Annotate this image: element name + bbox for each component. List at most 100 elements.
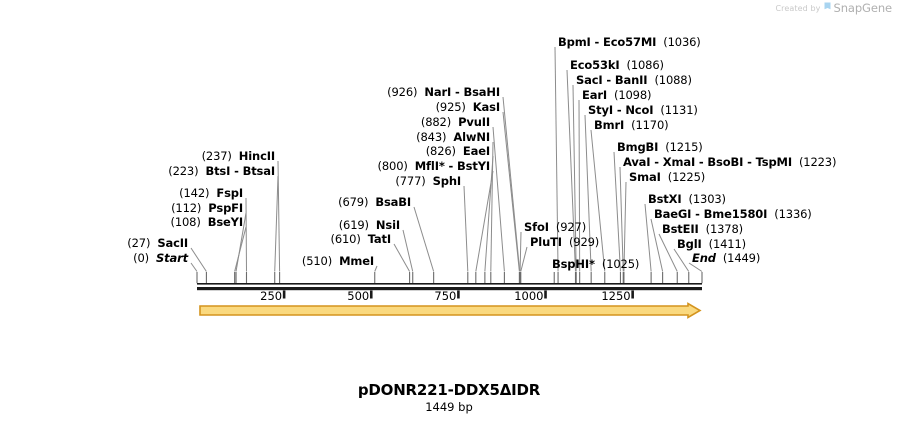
enzyme-site-label[interactable]: (843) AlwNI bbox=[0, 131, 490, 143]
enzyme-name: XmaI bbox=[662, 155, 696, 169]
enzyme-name: BstXI bbox=[648, 192, 682, 206]
enzyme-name-separator: - bbox=[691, 207, 704, 221]
enzyme-name: BmgBI bbox=[617, 140, 659, 154]
enzyme-position: (1215) bbox=[665, 140, 703, 154]
enzyme-name: Start bbox=[156, 251, 188, 265]
enzyme-name: EarI bbox=[582, 88, 607, 102]
enzyme-site-label[interactable]: EarI (1098) bbox=[582, 89, 651, 101]
enzyme-site-label[interactable]: (679) BsaBI bbox=[0, 196, 411, 208]
enzyme-name: NcoI bbox=[625, 103, 654, 117]
enzyme-name: TspMI bbox=[755, 155, 793, 169]
enzyme-name: BtsaI bbox=[242, 164, 276, 178]
enzyme-name: BsoBI bbox=[707, 155, 744, 169]
enzyme-site-label[interactable]: (925) KasI bbox=[0, 100, 501, 114]
enzyme-name: SacI bbox=[576, 73, 603, 87]
enzyme-position: (1131) bbox=[660, 103, 698, 117]
enzyme-site-label[interactable]: BstXI (1303) bbox=[648, 193, 726, 205]
enzyme-position: (510) bbox=[301, 254, 333, 268]
enzyme-site-label[interactable]: StyI - NcoI (1131) bbox=[588, 104, 698, 116]
enzyme-site-label[interactable]: (610) TatI bbox=[0, 233, 391, 245]
enzyme-name-separator: - bbox=[444, 159, 458, 173]
enzyme-site-label[interactable]: SacI - BanII (1088) bbox=[576, 74, 692, 86]
ruler-tick-label: 250 bbox=[260, 289, 283, 303]
enzyme-site-label[interactable]: SmaI (1225) bbox=[629, 171, 705, 183]
page-title: pDONR221-DDX5ΔIDR bbox=[357, 381, 541, 399]
enzyme-name: KasI bbox=[472, 100, 500, 114]
enzyme-name: BstYI bbox=[457, 159, 490, 173]
enzyme-site-label[interactable]: BpmI - Eco57MI (1036) bbox=[558, 36, 701, 48]
enzyme-site-label[interactable]: AvaI - XmaI - BsoBI - TspMI (1223) bbox=[623, 156, 836, 168]
enzyme-site-label[interactable]: (223) BtsI - BtsaI bbox=[0, 165, 275, 177]
enzyme-position: (679) bbox=[338, 195, 369, 209]
enzyme-site-label[interactable]: SfoI (927) bbox=[524, 221, 586, 233]
enzyme-position: (237) bbox=[201, 149, 232, 163]
enzyme-name: BpmI bbox=[558, 35, 591, 49]
enzyme-site-label[interactable]: End (1449) bbox=[692, 252, 760, 264]
enzyme-site-label[interactable]: (108) BseYI bbox=[0, 215, 244, 229]
enzyme-name: BaeGI bbox=[654, 207, 692, 221]
enzyme-name: BtsI bbox=[205, 164, 231, 178]
enzyme-position: (926) bbox=[387, 85, 418, 99]
ruler-tick-label: 1000 bbox=[514, 289, 544, 303]
enzyme-position: (1223) bbox=[798, 155, 837, 169]
enzyme-position: (1411) bbox=[708, 237, 746, 251]
enzyme-position: (1378) bbox=[705, 222, 743, 236]
enzyme-site-label[interactable]: (826) EaeI bbox=[0, 145, 490, 157]
enzyme-position: (223) bbox=[168, 164, 199, 178]
enzyme-position: (1225) bbox=[667, 170, 706, 184]
enzyme-name: MmeI bbox=[339, 254, 374, 268]
enzyme-site-label[interactable]: BaeGI - Bme1580I (1336) bbox=[654, 208, 812, 220]
enzyme-site-label[interactable]: (619) NsiI bbox=[0, 219, 400, 231]
enzyme-position: (925) bbox=[435, 100, 466, 114]
enzyme-name: SfoI bbox=[524, 220, 549, 234]
enzyme-site-label[interactable]: (800) MflI* - BstYI bbox=[0, 159, 491, 173]
enzyme-position: (826) bbox=[425, 144, 456, 158]
enzyme-position: (27) bbox=[127, 236, 151, 250]
enzyme-name: SphI bbox=[432, 174, 462, 188]
enzyme-position: (927) bbox=[555, 220, 587, 234]
enzyme-name-separator: - bbox=[695, 155, 708, 169]
enzyme-site-label[interactable]: PluTI (929) bbox=[530, 236, 599, 248]
enzyme-name: SmaI bbox=[629, 170, 661, 184]
enzyme-position: (619) bbox=[338, 218, 369, 232]
enzyme-site-label[interactable]: Eco53kI (1086) bbox=[570, 59, 664, 71]
enzyme-position: (0) bbox=[133, 251, 150, 265]
enzyme-name: HincII bbox=[238, 149, 275, 163]
enzyme-position: (108) bbox=[170, 215, 201, 229]
enzyme-position: (1449) bbox=[722, 251, 761, 265]
enzyme-position: (610) bbox=[330, 232, 361, 246]
enzyme-name: EaeI bbox=[462, 144, 490, 158]
enzyme-position: (800) bbox=[377, 159, 408, 173]
enzyme-site-label[interactable]: BmrI (1170) bbox=[594, 119, 669, 131]
enzyme-position: (112) bbox=[171, 201, 202, 215]
enzyme-site-label[interactable]: (27) SacII bbox=[0, 237, 188, 249]
enzyme-site-label[interactable]: (0) Start bbox=[0, 252, 188, 264]
enzyme-position: (1098) bbox=[613, 88, 652, 102]
enzyme-name: StyI bbox=[588, 103, 613, 117]
enzyme-site-label[interactable]: (112) PspFI bbox=[0, 202, 243, 214]
enzyme-name: PspFI bbox=[208, 201, 243, 215]
enzyme-site-label[interactable]: (777) SphI bbox=[0, 175, 461, 187]
enzyme-name: BstEII bbox=[662, 222, 699, 236]
enzyme-name-separator: - bbox=[602, 73, 615, 87]
enzyme-name-separator: - bbox=[590, 35, 604, 49]
enzyme-name-separator: - bbox=[230, 164, 243, 178]
enzyme-site-label[interactable]: BstEII (1378) bbox=[662, 223, 743, 235]
enzyme-name: TatI bbox=[367, 232, 391, 246]
enzyme-position: (1036) bbox=[663, 35, 701, 49]
enzyme-site-label[interactable]: (882) PvuII bbox=[0, 116, 490, 128]
enzyme-name: BsaHI bbox=[463, 85, 500, 99]
enzyme-site-label[interactable]: (510) MmeI bbox=[0, 255, 374, 267]
enzyme-site-label[interactable]: BspHI* (1025) bbox=[552, 258, 639, 270]
enzyme-name: AvaI bbox=[623, 155, 651, 169]
enzyme-site-label[interactable]: (926) NarI - BsaHI bbox=[0, 86, 500, 98]
enzyme-site-label[interactable]: (237) HincII bbox=[0, 149, 276, 163]
ruler-tick-label: 500 bbox=[347, 289, 370, 303]
enzyme-name: FspI bbox=[216, 186, 243, 200]
enzyme-name-separator: - bbox=[650, 155, 663, 169]
enzyme-name: Bme1580I bbox=[703, 207, 768, 221]
enzyme-site-label[interactable]: BglI (1411) bbox=[677, 238, 746, 250]
enzyme-site-label[interactable]: BmgBI (1215) bbox=[617, 141, 703, 153]
enzyme-site-label[interactable]: (142) FspI bbox=[0, 187, 243, 199]
